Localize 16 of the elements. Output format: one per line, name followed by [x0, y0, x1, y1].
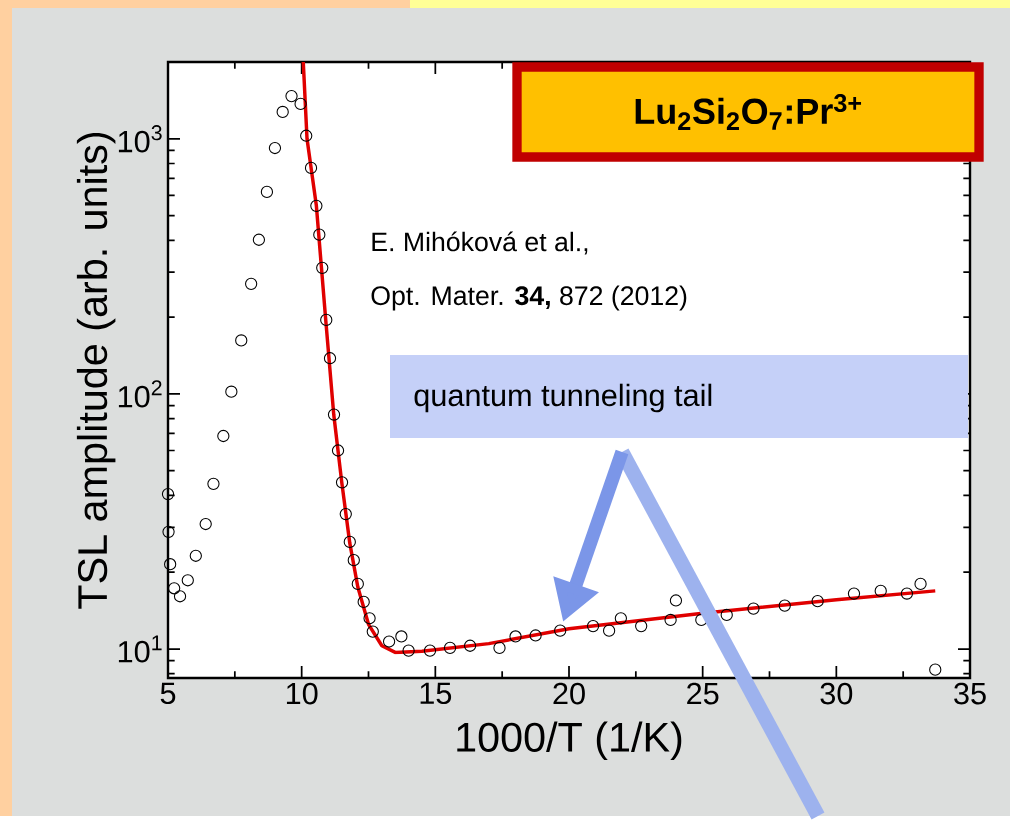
x-axis-title: 1000/T (1/K) [457, 721, 682, 760]
y-axis-title: TSL amplitude (arb. units) [76, 132, 116, 609]
x-tick-label: 30 [820, 682, 853, 705]
y-tick-label: 10$^{2}$ [118, 380, 162, 408]
y-tick-label: 10$^{3}$ [118, 124, 162, 153]
x-tick-label: 15 [420, 682, 452, 704]
annotation: quantum tunneling tail [414, 383, 712, 413]
annotation: E. Mihóková et al., [372, 231, 588, 255]
x-tick-label: 25 [687, 682, 719, 705]
y-tick-label: 10$^{1}$ [118, 635, 162, 663]
x-tick-label: 5 [160, 682, 176, 704]
annotation: Opt. Mater. 34, 872 (2012) [371, 285, 687, 311]
x-tick-label: 10 [286, 682, 318, 705]
x-tick-label: 35 [954, 682, 986, 705]
x-tick-label: 20 [553, 682, 585, 705]
annotation: Lu$_{2}$Si$_{2}$O$_{7}$:Pr$^{3+}$ [635, 93, 862, 130]
